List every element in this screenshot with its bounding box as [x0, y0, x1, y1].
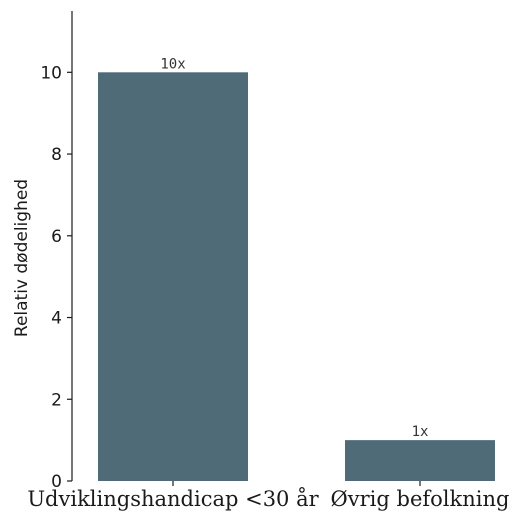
bar-1	[98, 72, 248, 481]
bar-2	[345, 440, 495, 481]
y-tick-label: 4	[51, 309, 62, 329]
y-tick-label: 2	[51, 390, 62, 410]
plot-area: 0 2 4 6 8 10 10x 1x Udviklingshandicap <30 år Øvr…	[27, 11, 509, 511]
y-tick-label: 10	[40, 63, 62, 83]
x-tick-label: Udviklingshandicap <30 år	[27, 487, 319, 511]
x-tick-label: Øvrig befolkning	[331, 487, 510, 511]
y-tick-label: 6	[51, 227, 62, 247]
data-label: 1x	[412, 424, 429, 440]
y-axis-title: Relativ dødelighed	[12, 179, 32, 337]
y-tick-label: 8	[51, 145, 62, 165]
data-label: 10x	[160, 56, 185, 72]
y-tick-label: 0	[51, 472, 62, 492]
